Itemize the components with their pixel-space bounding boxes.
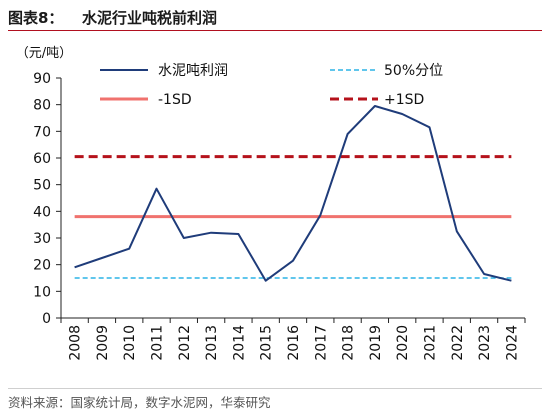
x-tick-label: 2022: [450, 325, 466, 361]
x-tick-label: 2023: [477, 325, 493, 361]
y-tick-label: 20: [33, 258, 51, 274]
y-unit-label: （元/吨）: [16, 46, 72, 61]
y-tick-label: 40: [33, 204, 51, 220]
figure-header: 图表8： 水泥行业吨税前利润: [8, 4, 542, 31]
y-tick-label: 30: [33, 231, 51, 247]
y-tick-label: 10: [33, 284, 51, 300]
source-label: 资料来源：: [8, 395, 71, 410]
y-tick-label: 60: [33, 151, 51, 167]
figure-title: 水泥行业吨税前利润: [82, 9, 218, 27]
legend-label: 50%分位: [384, 63, 443, 79]
y-tick-label: 50: [33, 178, 51, 194]
x-tick-label: 2010: [122, 325, 138, 361]
x-tick-label: 2009: [95, 325, 111, 361]
x-tick-label: 2012: [177, 325, 193, 361]
x-tick-label: 2015: [259, 325, 275, 361]
plot-lines: [74, 105, 512, 282]
x-tick-label: 2017: [313, 325, 329, 361]
y-tick-label: 80: [33, 98, 51, 114]
legend-label: -1SD: [158, 92, 192, 108]
legend: 水泥吨利润 50%分位 -1SD +1SD: [100, 63, 443, 108]
x-tick-label: 2008: [68, 325, 84, 361]
series-line: [74, 105, 512, 282]
x-tick-label: 2021: [422, 325, 438, 361]
footer-divider: [8, 388, 542, 389]
x-axis: 2008 2009 2010 2011 2012 2013 2014 2015 2016 2017…: [60, 317, 526, 361]
x-tick-label: 2013: [204, 325, 220, 361]
y-tick-label: 70: [33, 124, 51, 140]
x-tick-label: 2024: [504, 325, 520, 361]
x-tick-label: 2016: [286, 325, 302, 361]
x-tick-label: 2014: [231, 325, 247, 361]
y-axis: 0 10 20 30 40 50 60 70 80 90: [33, 71, 62, 327]
x-tick-label: 2019: [368, 325, 384, 361]
y-tick-label: 90: [33, 71, 51, 87]
source-note: 资料来源：国家统计局，数字水泥网，华泰研究: [8, 392, 271, 411]
x-tick-label: 2011: [150, 325, 166, 361]
y-tick-label: 0: [42, 311, 51, 327]
legend-label: 水泥吨利润: [158, 63, 228, 79]
figure-number: 图表8：: [8, 9, 64, 27]
x-tick-label: 2018: [341, 325, 357, 361]
legend-label: +1SD: [384, 92, 424, 108]
source-text: 国家统计局，数字水泥网，华泰研究: [70, 395, 271, 410]
x-tick-label: 2020: [395, 325, 411, 361]
